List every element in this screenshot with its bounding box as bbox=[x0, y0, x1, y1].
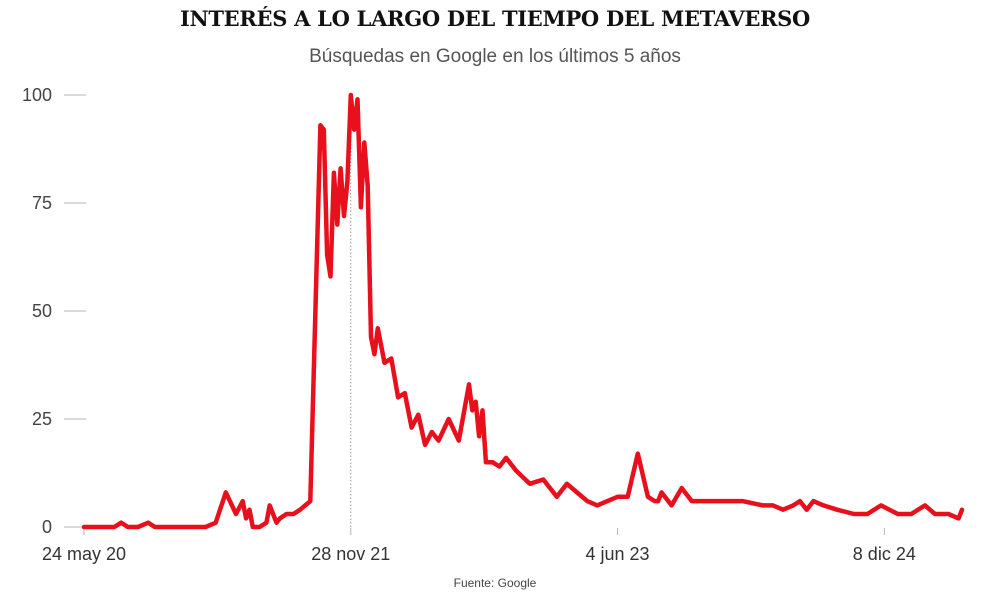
plot-area bbox=[81, 92, 965, 530]
x-tick-label: 28 nov 21 bbox=[311, 544, 390, 564]
source-note: Fuente: Google bbox=[453, 576, 537, 590]
y-tick-label: 75 bbox=[32, 193, 52, 213]
y-tick-label: 25 bbox=[32, 409, 52, 429]
x-tick-label: 4 jun 23 bbox=[586, 544, 650, 564]
y-tick-label: 0 bbox=[42, 517, 52, 537]
x-axis: 24 may 20 28 nov 21 4 jun 23 8 dic 24 bbox=[42, 528, 916, 564]
chart-title: INTERÉS A LO LARGO DEL TIEMPO DEL METAVE… bbox=[179, 6, 811, 31]
chart-subtitle: Búsquedas en Google en los últimos 5 año… bbox=[309, 46, 681, 67]
y-tick-label: 50 bbox=[32, 301, 52, 321]
x-tick-label: 24 may 20 bbox=[42, 544, 126, 564]
y-axis: 0 25 50 75 100 bbox=[22, 85, 86, 537]
series-line bbox=[81, 92, 965, 530]
x-tick-label: 8 dic 24 bbox=[853, 544, 916, 564]
y-tick-label: 100 bbox=[22, 85, 52, 105]
